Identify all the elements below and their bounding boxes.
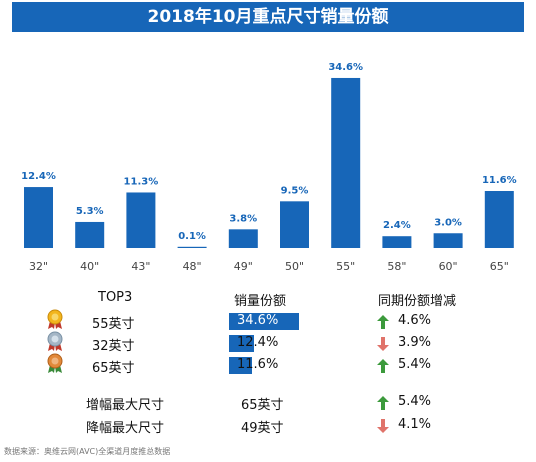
up-arrow-icon bbox=[377, 359, 389, 373]
chart-title: 2018年10月重点尺寸销量份额 bbox=[12, 2, 524, 32]
gold-medal-icon bbox=[47, 309, 63, 329]
bar-0 bbox=[24, 187, 53, 248]
share-bar bbox=[229, 335, 254, 352]
bar-4 bbox=[228, 229, 258, 248]
bronze-medal-icon bbox=[47, 353, 63, 373]
x-tick-label: 40" bbox=[80, 260, 99, 273]
share-bar bbox=[229, 313, 299, 330]
x-tick-label: 55" bbox=[336, 260, 355, 273]
share-value: 12.4% bbox=[237, 335, 279, 350]
down-arrow-icon bbox=[377, 419, 389, 433]
change-value: 4.6% bbox=[398, 313, 432, 328]
bar-8 bbox=[433, 233, 463, 248]
bar-value-label: 11.3% bbox=[124, 176, 159, 187]
bar-value-label: 11.6% bbox=[482, 175, 517, 186]
silver-medal-icon bbox=[47, 331, 63, 351]
change-value: 5.4% bbox=[398, 357, 432, 372]
bar-value-label: 12.4% bbox=[21, 171, 56, 182]
bar-7 bbox=[382, 236, 412, 248]
bar-value-label: 3.8% bbox=[229, 213, 257, 224]
x-tick-label: 32" bbox=[29, 260, 48, 273]
up-arrow-icon bbox=[377, 396, 389, 410]
bar-value-label: 5.3% bbox=[76, 206, 104, 217]
bar-value-label: 34.6% bbox=[328, 62, 363, 73]
bar-chart: 12.4% 32" 5.3% 40" 11.3% 43" 0.1% 48" 3.8% 49" 9.5… bbox=[21, 62, 517, 273]
summary-size: 49英寸 bbox=[241, 421, 284, 436]
bar-5 bbox=[280, 201, 309, 248]
bar-2 bbox=[126, 192, 156, 248]
change-value: 3.9% bbox=[398, 335, 432, 350]
x-tick-label: 58" bbox=[387, 260, 406, 273]
bar-9 bbox=[484, 190, 514, 248]
x-tick-label: 50" bbox=[285, 260, 304, 273]
top3-size: 65英寸 bbox=[92, 361, 135, 376]
x-tick-label: 43" bbox=[131, 260, 150, 273]
bar-1 bbox=[75, 221, 105, 248]
x-tick-label: 48" bbox=[183, 260, 202, 273]
top3-size: 55英寸 bbox=[92, 317, 135, 332]
summary-label: 降幅最大尺寸 bbox=[86, 421, 165, 436]
bar-3 bbox=[177, 246, 207, 248]
summary-label: 增幅最大尺寸 bbox=[86, 398, 165, 413]
share-value: 34.6% bbox=[237, 313, 279, 328]
summary-change: 5.4% bbox=[398, 394, 432, 409]
bar-value-label: 9.5% bbox=[281, 185, 309, 196]
x-tick-label: 60" bbox=[439, 260, 458, 273]
data-source-note: 数据来源：奥维云网(AVC)全渠道月度推总数据 bbox=[4, 447, 171, 456]
header-change: 同期份额增减 bbox=[378, 294, 457, 309]
bar-6 bbox=[331, 77, 361, 248]
bar-value-label: 0.1% bbox=[178, 231, 206, 242]
header-rank: TOP3 bbox=[98, 290, 133, 305]
bar-value-label: 3.0% bbox=[434, 217, 462, 228]
header-share: 销量份额 bbox=[234, 294, 287, 309]
x-tick-label: 49" bbox=[234, 260, 253, 273]
share-value: 11.6% bbox=[237, 357, 279, 372]
bar-value-label: 2.4% bbox=[383, 220, 411, 231]
x-tick-label: 65" bbox=[490, 260, 509, 273]
summary-size: 65英寸 bbox=[241, 398, 284, 413]
down-arrow-icon bbox=[377, 337, 389, 351]
summary-change: 4.1% bbox=[398, 417, 432, 432]
top3-size: 32英寸 bbox=[92, 339, 135, 354]
up-arrow-icon bbox=[377, 315, 389, 329]
share-bar bbox=[229, 357, 252, 374]
